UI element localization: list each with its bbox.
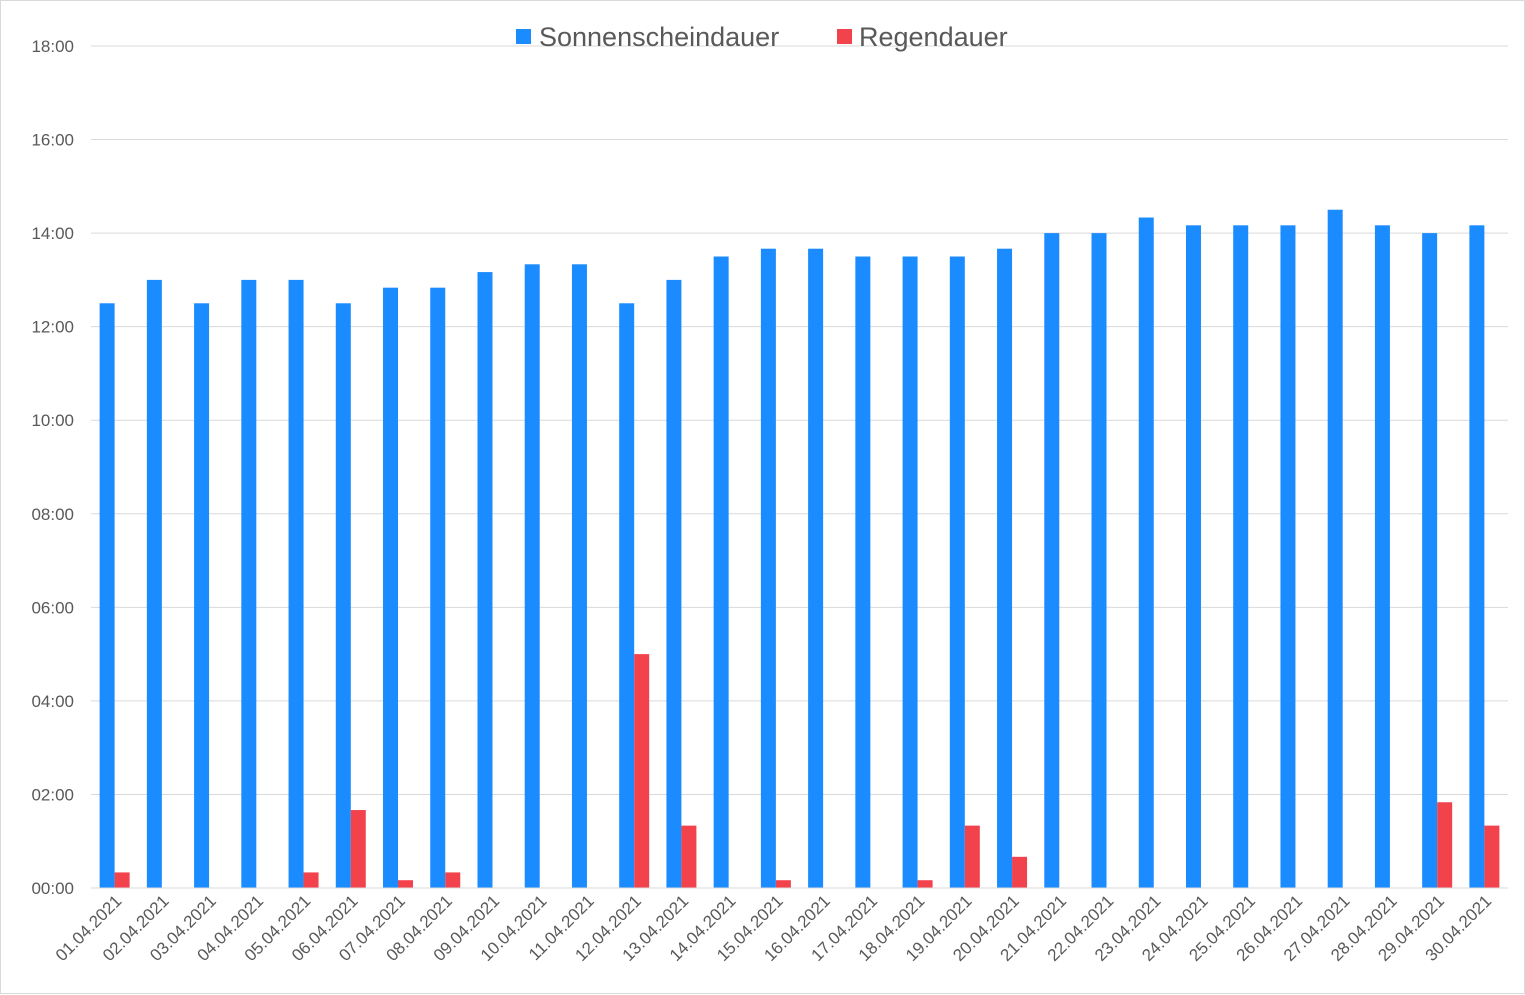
y-tick-label: 16:00: [31, 131, 74, 150]
bar-sonnenscheindauer-12.04.2021: [619, 303, 635, 888]
bar-sonnenscheindauer-19.04.2021: [949, 256, 965, 888]
y-axis-tick-labels: 00:00 02:00 04:00 06:00 08:00 10:00 12:00 14:00…: [31, 37, 74, 898]
bar-regendauer-01.04.2021: [114, 872, 130, 888]
bar-regendauer-15.04.2021: [775, 880, 791, 888]
bar-regendauer-19.04.2021: [964, 825, 980, 888]
bar-sonnenscheindauer-28.04.2021: [1374, 225, 1390, 888]
bar-sonnenscheindauer-07.04.2021: [383, 287, 399, 888]
bar-regendauer-13.04.2021: [681, 825, 697, 888]
y-tick-label: 02:00: [31, 785, 74, 804]
bar-sonnenscheindauer-17.04.2021: [855, 256, 871, 888]
bar-sonnenscheindauer-02.04.2021: [146, 279, 162, 888]
bar-sonnenscheindauer-16.04.2021: [808, 248, 824, 888]
bar-regendauer-05.04.2021: [303, 872, 319, 888]
bar-sonnenscheindauer-30.04.2021: [1469, 225, 1485, 888]
bar-sonnenscheindauer-22.04.2021: [1091, 233, 1107, 889]
bar-sonnenscheindauer-21.04.2021: [1044, 233, 1060, 889]
bar-sonnenscheindauer-09.04.2021: [477, 272, 493, 888]
bar-sonnenscheindauer-27.04.2021: [1327, 209, 1343, 888]
y-tick-label: 06:00: [31, 598, 74, 617]
bar-sonnenscheindauer-24.04.2021: [1185, 225, 1201, 888]
bar-regendauer-29.04.2021: [1437, 802, 1453, 888]
bar-sonnenscheindauer-23.04.2021: [1138, 217, 1154, 888]
bar-sonnenscheindauer-05.04.2021: [288, 279, 304, 888]
legend-label-regendauer: Regendauer: [859, 22, 1008, 52]
y-tick-label: 10:00: [31, 411, 74, 430]
bar-sonnenscheindauer-06.04.2021: [335, 303, 351, 888]
y-tick-label: 00:00: [31, 879, 74, 898]
legend-label-sonnenscheindauer: Sonnenscheindauer: [539, 22, 779, 52]
bar-sonnenscheindauer-08.04.2021: [430, 287, 446, 888]
bar-regendauer-12.04.2021: [634, 654, 650, 888]
legend: Sonnenscheindauer Regendauer: [516, 22, 1008, 52]
bar-sonnenscheindauer-25.04.2021: [1233, 225, 1249, 888]
bar-regendauer-18.04.2021: [917, 880, 933, 888]
bar-sonnenscheindauer-15.04.2021: [760, 248, 776, 888]
bar-regendauer-20.04.2021: [1012, 856, 1028, 888]
y-tick-label: 14:00: [31, 224, 74, 243]
legend-swatch-regendauer: [837, 29, 852, 44]
bar-regendauer-30.04.2021: [1484, 825, 1500, 888]
bar-sonnenscheindauer-01.04.2021: [99, 303, 115, 888]
legend-swatch-sonnenscheindauer: [516, 29, 531, 44]
bar-sonnenscheindauer-04.04.2021: [241, 279, 257, 888]
bar-regendauer-06.04.2021: [350, 810, 366, 888]
y-tick-label: 08:00: [31, 505, 74, 524]
bar-sonnenscheindauer-03.04.2021: [194, 303, 210, 888]
bar-sonnenscheindauer-20.04.2021: [997, 248, 1013, 888]
bar-sonnenscheindauer-26.04.2021: [1280, 225, 1296, 888]
bars: [99, 209, 1500, 889]
y-tick-label: 04:00: [31, 692, 74, 711]
gridlines: [91, 45, 1508, 795]
y-tick-label: 12:00: [31, 318, 74, 337]
bar-regendauer-07.04.2021: [398, 880, 414, 888]
bar-sonnenscheindauer-29.04.2021: [1422, 233, 1438, 889]
bar-sonnenscheindauer-13.04.2021: [666, 279, 682, 888]
bar-sonnenscheindauer-18.04.2021: [902, 256, 918, 888]
bar-sonnenscheindauer-14.04.2021: [713, 256, 729, 888]
bar-regendauer-08.04.2021: [445, 872, 461, 888]
bar-sonnenscheindauer-11.04.2021: [571, 264, 587, 889]
x-axis-tick-labels: 01.04.202102.04.202103.04.202104.04.2021…: [52, 891, 1495, 965]
y-tick-label: 18:00: [31, 37, 74, 56]
bar-sonnenscheindauer-10.04.2021: [524, 264, 540, 889]
